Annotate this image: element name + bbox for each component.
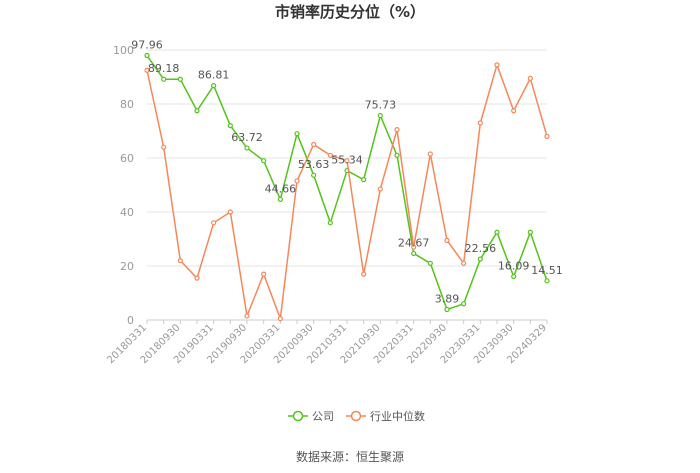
data-point [244, 313, 250, 319]
y-tick-label: 60 [120, 152, 134, 165]
data-point [194, 275, 200, 281]
data-point [144, 67, 150, 73]
data-point [294, 131, 300, 137]
data-point [427, 260, 433, 266]
data-label: 75.73 [365, 99, 397, 112]
data-point [227, 209, 233, 215]
data-point [211, 83, 217, 89]
legend-marker-0 [292, 410, 304, 422]
data-point [277, 316, 283, 322]
data-point [411, 250, 417, 256]
data-point [144, 52, 150, 59]
data-point [461, 260, 467, 266]
series-line-0 [146, 55, 548, 311]
data-point [361, 177, 367, 183]
data-label: 63.72 [231, 131, 263, 144]
data-point [177, 76, 183, 82]
data-label: 86.81 [198, 69, 230, 82]
legend-marker-1 [350, 410, 362, 422]
data-point [444, 306, 450, 313]
data-label: 55.34 [331, 154, 363, 167]
data-label: 89.18 [148, 62, 180, 75]
data-point [527, 75, 533, 81]
data-label: 44.66 [265, 182, 297, 195]
data-point [311, 141, 317, 148]
plot-area [144, 52, 550, 322]
data-point [394, 152, 400, 158]
data-point [511, 108, 517, 114]
data-point [527, 229, 533, 235]
data-point [361, 271, 367, 277]
grid [147, 49, 547, 321]
data-point [477, 256, 483, 262]
data-point [544, 133, 550, 139]
legend[interactable]: 公司 行业中位数 [288, 409, 425, 423]
data-point [511, 273, 517, 280]
data-point [427, 151, 433, 157]
data-point [277, 196, 283, 203]
data-point [261, 271, 267, 277]
data-point [327, 220, 333, 226]
data-label: 53.63 [298, 158, 330, 171]
y-tick-label: 100 [113, 44, 134, 57]
data-point [161, 76, 167, 82]
data-point [444, 237, 450, 243]
data-point [294, 178, 300, 184]
data-point [194, 108, 200, 114]
y-tick-label: 40 [120, 206, 134, 219]
data-point [261, 158, 267, 164]
data-point [311, 172, 317, 178]
data-point [544, 278, 550, 284]
legend-label-1[interactable]: 行业中位数 [370, 409, 425, 423]
data-label: 97.96 [131, 39, 163, 52]
data-point [161, 144, 167, 150]
data-point [494, 229, 500, 235]
data-label: 3.89 [435, 292, 460, 305]
data-point [494, 62, 500, 68]
data-label: 14.51 [531, 264, 563, 277]
data-point [211, 220, 217, 226]
data-point [477, 120, 483, 126]
data-point [377, 186, 383, 192]
data-point [461, 301, 467, 307]
y-tick-label: 20 [120, 260, 134, 273]
data-point [411, 244, 417, 250]
data-point [177, 258, 183, 264]
legend-label-0[interactable]: 公司 [312, 410, 334, 423]
data-point [227, 122, 233, 129]
data-point [394, 127, 400, 133]
series-line-1 [146, 62, 548, 319]
data-label: 24.67 [398, 236, 430, 249]
data-label: 22.56 [465, 242, 497, 255]
y-tick-label: 80 [120, 98, 134, 111]
data-point [344, 158, 350, 164]
data-point [244, 145, 250, 151]
chart-title: 市销率历史分位（%） [275, 3, 425, 21]
data-point [327, 152, 333, 158]
data-label: 16.09 [498, 260, 530, 273]
data-source: 数据来源：恒生聚源 [296, 449, 404, 464]
data-point [377, 112, 383, 119]
y-tick-label: 0 [127, 314, 134, 327]
